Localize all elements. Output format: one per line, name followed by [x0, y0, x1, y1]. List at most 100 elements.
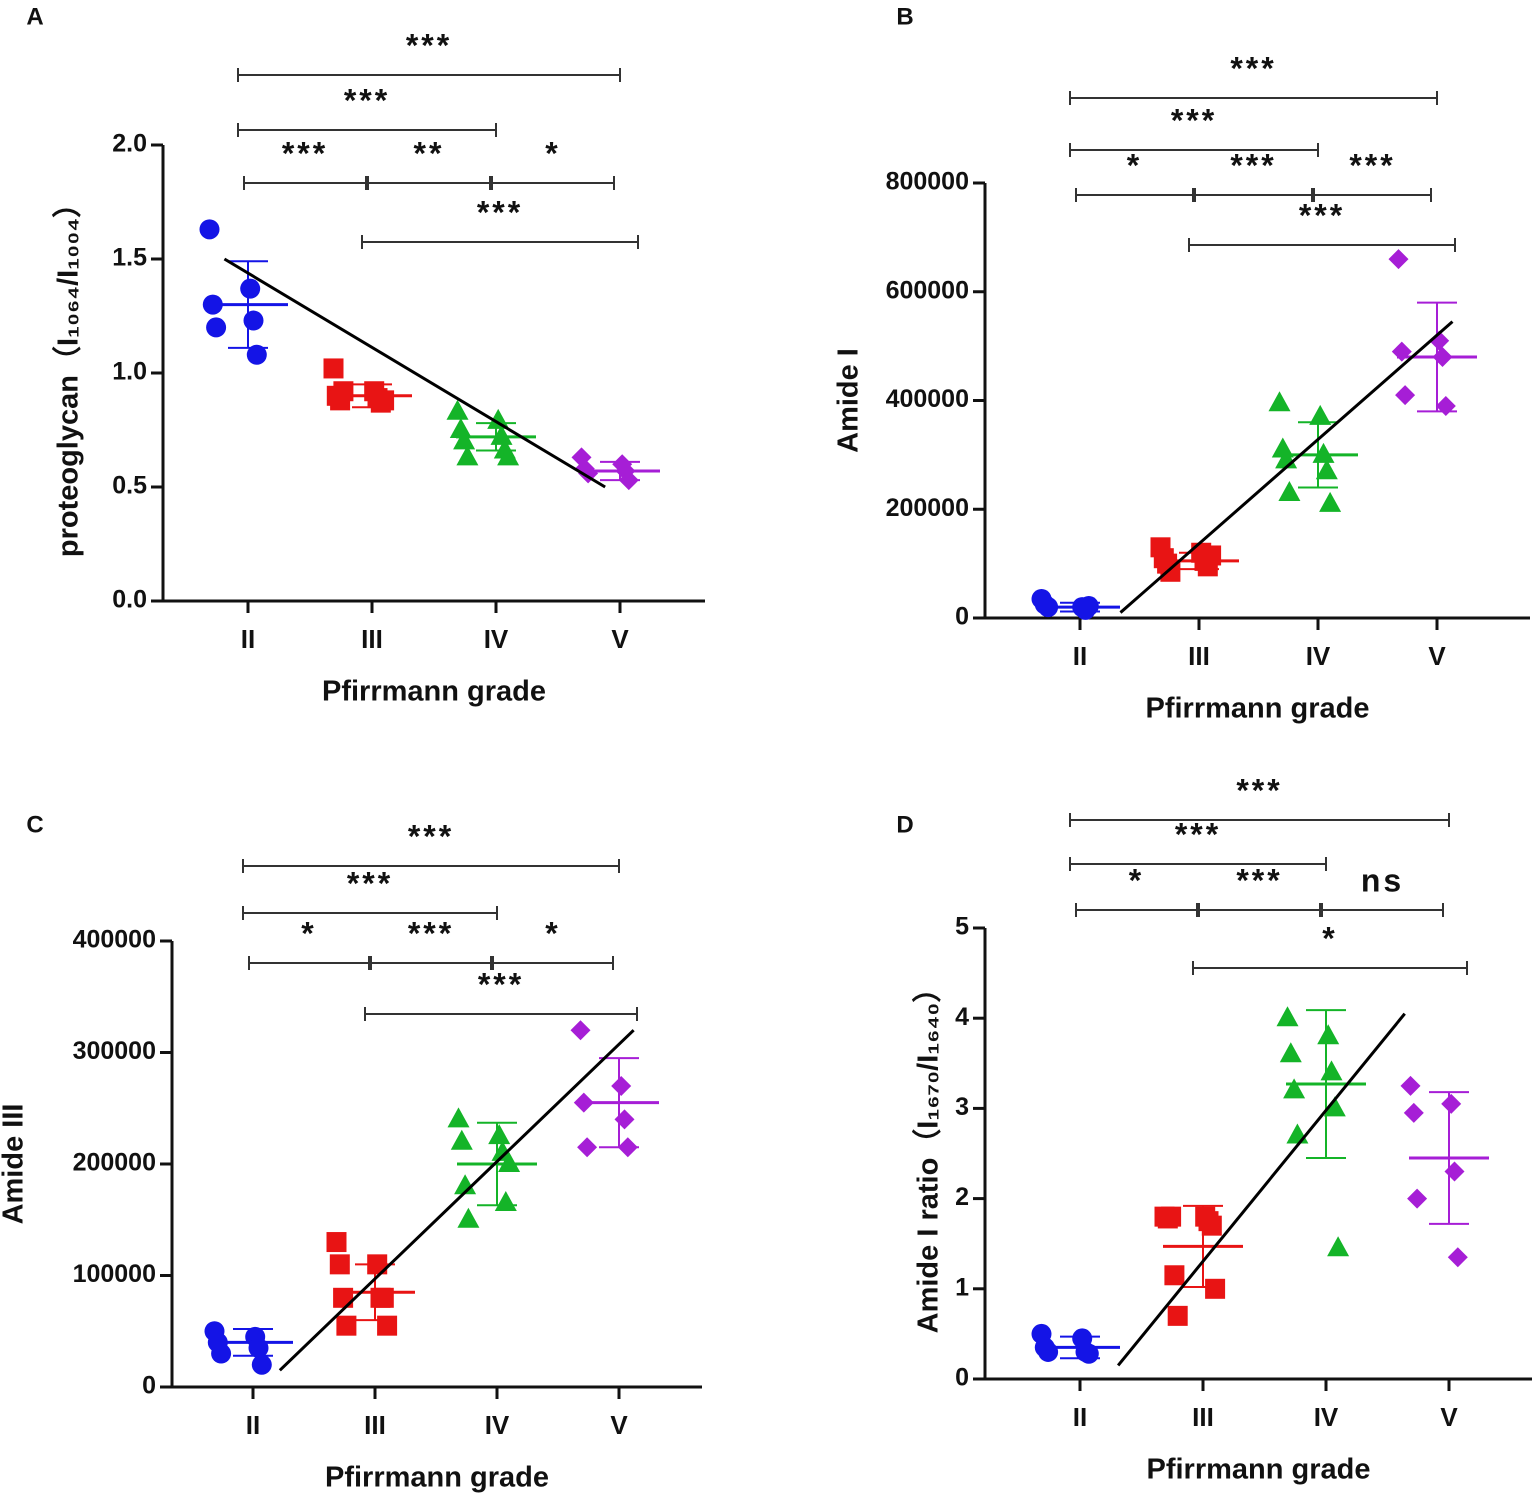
significance-label: *** — [478, 966, 524, 1002]
x-tick-label: II — [1073, 641, 1087, 671]
significance-label: *** — [477, 194, 523, 230]
point — [1444, 1161, 1465, 1182]
significance-label: * — [1127, 147, 1142, 183]
y-axis-title: Amide I — [833, 348, 865, 453]
point — [1205, 1278, 1226, 1299]
point — [614, 1109, 635, 1130]
significance-label: * — [1129, 862, 1144, 898]
x-tick-label: III — [361, 624, 383, 654]
x-tick-label: IV — [1306, 641, 1331, 671]
significance-label: *** — [282, 135, 328, 171]
x-tick-label: III — [1192, 1402, 1214, 1432]
x-axis-title: Pfirrmann grade — [325, 1462, 549, 1494]
point — [1201, 545, 1222, 566]
significance-label: *** — [347, 865, 393, 901]
x-axis-title: Pfirrmann grade — [322, 676, 546, 708]
y-tick-label: 0 — [142, 1372, 156, 1400]
y-tick-label: 0.0 — [112, 586, 147, 614]
trend-line — [223, 257, 606, 489]
y-axis-title: proteoglycan（I₁₀₆₄/I₁₀₀₄） — [52, 189, 85, 557]
point — [497, 445, 520, 466]
y-tick-label: 200000 — [73, 1149, 156, 1177]
panel-label: A — [26, 3, 43, 30]
y-tick-label: 5 — [955, 913, 969, 941]
y-tick-label: 2.0 — [112, 130, 147, 158]
point — [240, 278, 261, 299]
significance-label: *** — [1230, 147, 1276, 183]
point — [1201, 1215, 1222, 1236]
point — [450, 1129, 473, 1150]
point — [446, 399, 469, 420]
point — [243, 310, 264, 331]
significance-label: *** — [1299, 197, 1345, 233]
point — [488, 1124, 511, 1145]
point — [1286, 1123, 1309, 1144]
significance-label: * — [545, 135, 560, 171]
point — [1276, 1006, 1299, 1027]
point — [1320, 1060, 1343, 1081]
y-tick-label: 1.0 — [112, 358, 147, 386]
point — [1407, 1188, 1428, 1209]
y-tick-label: 3 — [955, 1093, 969, 1121]
point — [611, 1075, 632, 1096]
point — [449, 418, 472, 438]
y-tick-label: 100000 — [73, 1260, 156, 1288]
point — [1278, 480, 1301, 501]
x-tick-label: II — [241, 624, 255, 654]
point — [246, 344, 267, 365]
x-tick-label: IV — [485, 1410, 510, 1440]
x-tick-label: IV — [1314, 1402, 1339, 1432]
point — [1327, 1236, 1350, 1257]
panel-label: C — [26, 811, 43, 838]
point — [457, 1207, 480, 1228]
x-tick-label: III — [1188, 641, 1210, 671]
point — [1312, 442, 1335, 463]
significance-label: * — [301, 915, 316, 951]
point — [1038, 1341, 1059, 1362]
point — [1317, 1024, 1340, 1045]
x-tick-label: V — [1440, 1402, 1458, 1432]
significance-label: *** — [1236, 862, 1282, 898]
y-tick-label: 600000 — [886, 276, 969, 304]
point — [329, 1254, 350, 1275]
y-tick-label: 1 — [955, 1273, 969, 1301]
significance-label: *** — [1175, 816, 1221, 852]
point — [336, 1315, 357, 1336]
point — [199, 219, 220, 240]
y-tick-label: 800000 — [886, 168, 969, 196]
significance-label: *** — [344, 82, 390, 118]
significance-label: * — [545, 915, 560, 951]
point — [251, 1354, 272, 1375]
y-tick-label: 0 — [955, 603, 969, 631]
point — [1319, 491, 1342, 512]
point — [377, 1315, 398, 1336]
point — [1167, 1305, 1188, 1326]
y-tick-label: 400000 — [73, 926, 156, 954]
point — [1309, 404, 1332, 425]
point — [1435, 395, 1456, 416]
point — [333, 381, 354, 402]
point — [1400, 1075, 1421, 1096]
y-axis-title: Amide III — [0, 1104, 30, 1225]
x-tick-label: V — [1428, 641, 1446, 671]
point — [206, 317, 227, 338]
x-axis-title: Pfirrmann grade — [1146, 693, 1370, 725]
trend-line — [1116, 1012, 1406, 1367]
x-tick-label: V — [610, 1410, 628, 1440]
panel-label: B — [896, 3, 913, 30]
point — [1323, 1096, 1346, 1117]
point — [454, 1174, 477, 1195]
trend-line — [278, 1029, 635, 1372]
significance-label: ** — [414, 135, 445, 171]
x-axis-title: Pfirrmann grade — [1147, 1454, 1371, 1486]
x-tick-label: IV — [484, 624, 509, 654]
significance-label: ns — [1361, 862, 1404, 898]
x-tick-label: V — [611, 624, 629, 654]
point — [1160, 561, 1181, 582]
significance-label: *** — [1349, 147, 1395, 183]
x-tick-label: II — [1073, 1402, 1087, 1432]
y-tick-label: 4 — [955, 1003, 969, 1031]
point — [456, 445, 479, 466]
point — [1164, 1265, 1185, 1286]
point — [494, 1191, 517, 1212]
